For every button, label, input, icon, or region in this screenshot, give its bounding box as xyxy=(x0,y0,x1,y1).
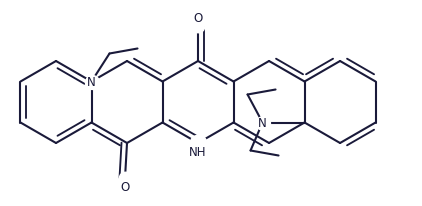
Text: O: O xyxy=(193,12,203,25)
Text: N: N xyxy=(87,76,96,89)
Text: N: N xyxy=(258,116,267,129)
Text: NH: NH xyxy=(189,145,207,158)
Text: O: O xyxy=(120,180,130,193)
